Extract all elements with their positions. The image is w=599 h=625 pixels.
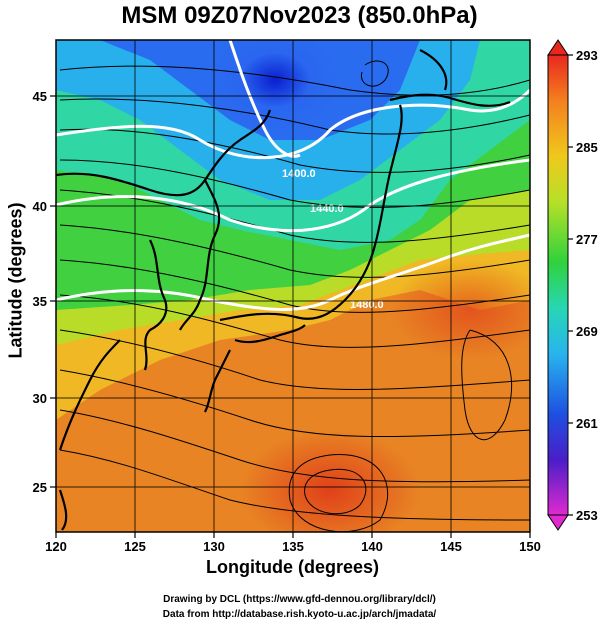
x-tick-label: 125 — [124, 539, 146, 554]
colorbar-tick-label: 269 — [576, 324, 598, 339]
height-contours — [56, 40, 530, 311]
colorbar-tick-label: 261 — [576, 416, 598, 431]
grid-lines — [56, 40, 530, 532]
colorbar-top-arrow — [547, 39, 569, 56]
coastlines — [56, 49, 511, 531]
x-tick-label: 120 — [45, 539, 67, 554]
x-axis — [55, 532, 531, 538]
x-tick-label: 130 — [203, 539, 225, 554]
colorbar-tick-label: 253 — [576, 508, 598, 523]
x-tick-label: 140 — [361, 539, 383, 554]
x-tick-label: 145 — [440, 539, 462, 554]
footer-credit-dcl: Drawing by DCL (https://www.gfd-dennou.o… — [163, 594, 436, 605]
x-axis-label: Longitude (degrees) — [205, 557, 379, 577]
colorbar-bottom-arrow — [547, 514, 569, 531]
x-tick-label: 150 — [519, 539, 541, 554]
colorbar — [547, 39, 573, 531]
colorbar-tick-label: 277 — [576, 232, 598, 247]
footer-credit-data: Data from http://database.rish.kyoto-u.a… — [162, 609, 437, 620]
colorbar-bar — [547, 54, 569, 516]
y-axis — [50, 95, 56, 488]
y-tick-label: 35 — [33, 294, 47, 309]
contour-label-1480: 1480.0 — [350, 299, 384, 311]
y-tick-label: 40 — [33, 199, 47, 214]
chart-title: MSM 09Z07Nov2023 (850.0hPa) — [121, 2, 478, 29]
y-tick-label: 25 — [33, 480, 47, 495]
colorbar-tick-label: 285 — [576, 140, 598, 155]
contour-label-1440: 1440.0 — [310, 203, 344, 215]
x-tick-label: 135 — [282, 539, 304, 554]
contour-label-1400: 1400.0 — [282, 168, 316, 180]
y-tick-label: 30 — [33, 391, 47, 406]
colorbar-tick-label: 293 — [576, 48, 598, 63]
y-tick-label: 45 — [33, 89, 47, 104]
